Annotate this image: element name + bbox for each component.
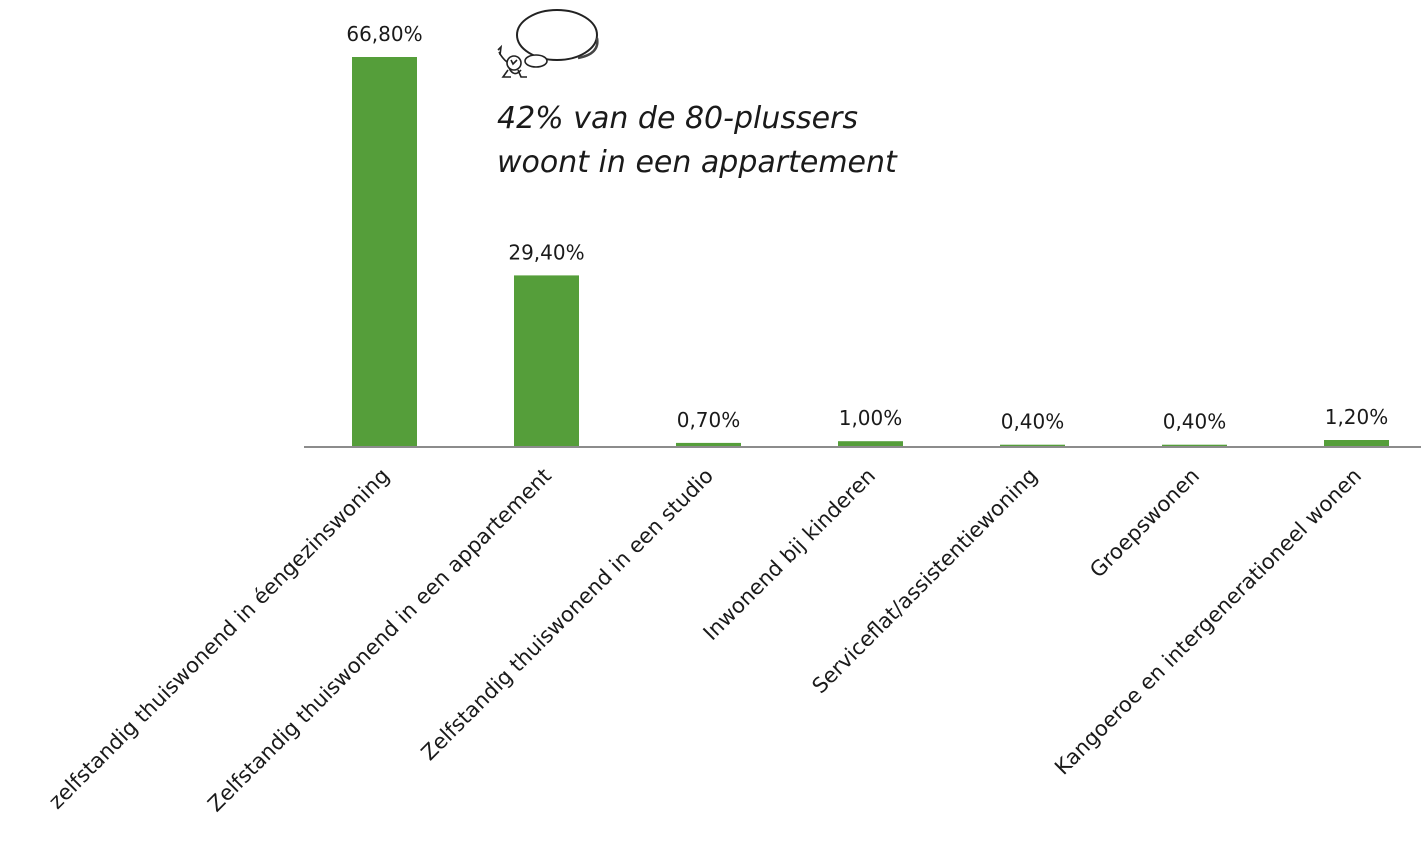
bar-value-label-7: 1,20%: [1325, 405, 1389, 429]
annotation-line-1: 42% van de 80-plussers: [497, 101, 858, 136]
category-label-6: Groepswonen: [1085, 464, 1204, 583]
bars-group: [352, 57, 1389, 447]
bar-4: [838, 441, 903, 447]
category-label-1: zelfstandig thuiswonend in éengezinswoni…: [44, 464, 394, 814]
bar-value-label-1: 66,80%: [346, 22, 422, 46]
bar-3: [676, 442, 741, 447]
category-label-4: Inwonend bij kinderen: [699, 464, 881, 646]
bar-value-label-5: 0,40%: [1001, 410, 1065, 434]
bar-1: [352, 57, 417, 447]
value-labels-group: 66,80% 29,40% 0,70% 1,00% 0,40% 0,40% 1,20%: [346, 22, 1388, 434]
category-labels-group: zelfstandig thuiswonend in éengezinswoni…: [44, 464, 1366, 817]
bar-value-label-3: 0,70%: [677, 408, 741, 432]
bar-value-label-2: 29,40%: [508, 240, 584, 264]
bar-value-label-6: 0,40%: [1163, 410, 1227, 434]
category-label-2: Zelfstandig thuiswonend in een apparteme…: [203, 464, 556, 817]
thinking-figure-icon: [497, 9, 599, 78]
bar-5: [1000, 444, 1065, 447]
category-label-3: Zelfstandig thuiswonend in een studio: [417, 464, 719, 766]
bar-7: [1324, 440, 1389, 447]
bar-2: [514, 275, 579, 447]
bar-6: [1162, 444, 1227, 447]
bar-value-label-4: 1,00%: [839, 406, 903, 430]
category-label-7: Kangoeroe en intergenerationeel wonen: [1050, 464, 1366, 780]
annotation-line-2: woont in een appartement: [497, 145, 898, 180]
